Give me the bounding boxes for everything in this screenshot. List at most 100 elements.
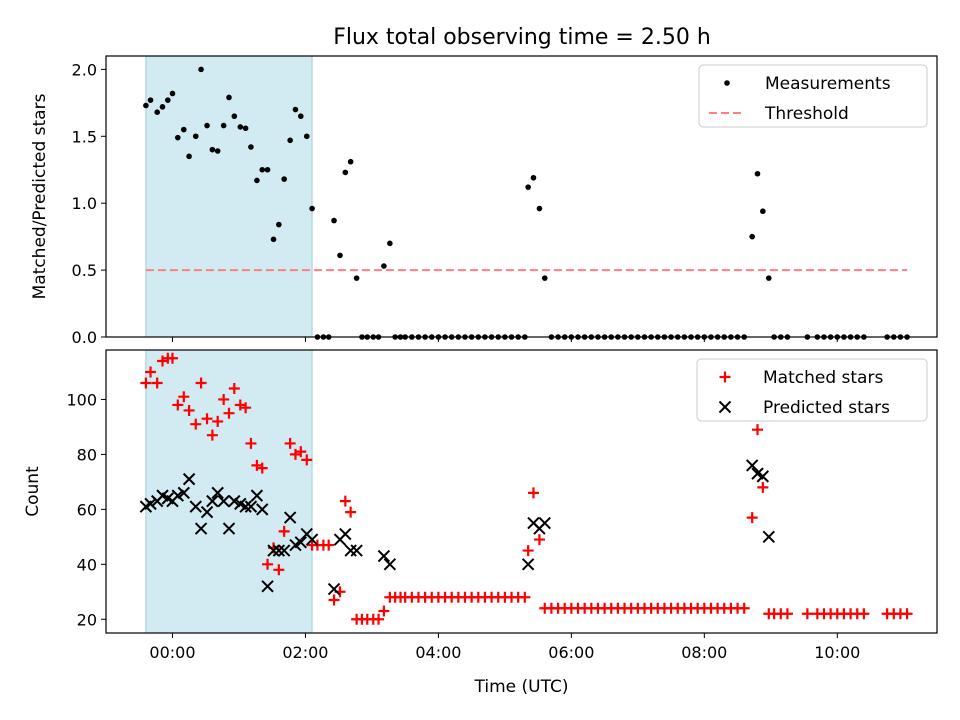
data-point — [327, 582, 341, 596]
data-point — [309, 205, 315, 212]
y-tick-label: 1.0 — [72, 194, 97, 213]
data-point — [259, 166, 266, 173]
data-point — [373, 613, 385, 625]
data-point — [195, 377, 207, 389]
data-point — [174, 134, 181, 141]
ratio-x-ticks — [171, 337, 838, 342]
data-point — [383, 558, 397, 571]
data-point — [746, 512, 758, 524]
data-point — [159, 104, 166, 110]
data-point — [527, 487, 539, 499]
y-tick-label: 100 — [66, 390, 97, 409]
data-point — [536, 205, 543, 212]
data-point — [342, 169, 349, 176]
data-point — [533, 534, 545, 546]
legend-key-dot — [724, 80, 730, 86]
x-tick-label: 02:00 — [282, 643, 328, 662]
data-point — [223, 407, 235, 419]
data-point — [248, 144, 254, 150]
data-point — [183, 404, 195, 416]
x-tick-label: 06:00 — [548, 643, 594, 662]
series-predicted-stars — [139, 459, 776, 596]
data-point — [858, 608, 870, 620]
data-point — [525, 184, 531, 190]
y-tick-label: 2.0 — [72, 60, 97, 79]
data-point — [522, 545, 534, 557]
data-point — [244, 500, 258, 513]
data-point — [211, 486, 224, 500]
data-point — [209, 146, 216, 153]
data-point — [182, 472, 196, 486]
data-point — [220, 122, 227, 129]
data-point — [272, 544, 286, 557]
data-point — [521, 558, 535, 571]
legend-label: Predicted stars — [763, 398, 890, 418]
ratio-y-axis-label: Matched/Predicted stars — [30, 93, 50, 299]
data-point — [165, 97, 171, 103]
data-point — [201, 413, 213, 425]
y-tick-label: 60 — [77, 500, 97, 519]
count-panel: 20 40 60 80 100 00:00 02:00 04:00 06:00 08:00 10:… — [23, 349, 938, 697]
ratio-axes-frame — [105, 55, 938, 338]
data-point — [264, 166, 271, 173]
data-point — [745, 459, 759, 472]
data-point — [198, 66, 204, 73]
data-point — [347, 158, 354, 165]
data-point — [192, 133, 199, 140]
data-point — [328, 594, 340, 606]
data-point — [378, 605, 390, 617]
data-point — [752, 424, 764, 436]
data-point — [143, 102, 149, 109]
data-point — [801, 608, 813, 620]
data-point — [538, 516, 551, 530]
data-point — [377, 549, 391, 563]
data-point — [250, 489, 264, 502]
x-tick-label: 04:00 — [415, 643, 461, 662]
data-point — [228, 382, 240, 394]
time-x-axis: 00:00 02:00 04:00 06:00 08:00 10:00 — [149, 633, 860, 662]
data-point — [189, 500, 202, 513]
data-point — [273, 564, 285, 576]
ratio-legend: Measurements Threshold — [698, 64, 928, 128]
y-tick-label: 0.0 — [72, 328, 97, 347]
data-point — [222, 522, 236, 535]
x-tick-label: 00:00 — [149, 643, 195, 662]
count-y-axis-label: Count — [23, 466, 43, 517]
chart-title: Flux total observing time = 2.50 h — [333, 25, 711, 50]
data-point — [169, 90, 176, 97]
data-point — [166, 352, 178, 364]
data-point — [757, 481, 769, 493]
data-point — [760, 208, 766, 215]
legend-box — [696, 358, 928, 422]
data-point — [287, 137, 293, 144]
y-tick-label: 0.5 — [72, 261, 97, 280]
data-point — [151, 377, 163, 389]
data-point — [339, 527, 352, 541]
count-plot-area — [139, 352, 913, 625]
data-point — [295, 446, 307, 458]
data-point — [218, 393, 230, 405]
data-point — [237, 124, 244, 130]
data-point — [242, 125, 249, 132]
data-point — [781, 608, 793, 620]
data-point — [756, 470, 770, 483]
data-point — [212, 415, 224, 427]
data-point — [214, 148, 221, 154]
data-point — [530, 174, 537, 181]
data-point — [281, 176, 287, 182]
data-point — [381, 263, 387, 269]
data-point — [284, 437, 296, 449]
y-tick-label: 20 — [77, 610, 97, 629]
data-point — [541, 275, 548, 281]
data-point — [231, 113, 238, 120]
data-point — [154, 109, 160, 115]
data-point — [190, 418, 202, 430]
legend-label: Matched stars — [763, 368, 883, 388]
data-point — [350, 544, 363, 557]
data-point — [387, 240, 393, 247]
legend-key-x — [718, 400, 732, 414]
data-point — [283, 511, 297, 524]
data-point — [277, 544, 291, 557]
data-point — [278, 525, 290, 537]
data-point — [147, 97, 154, 103]
